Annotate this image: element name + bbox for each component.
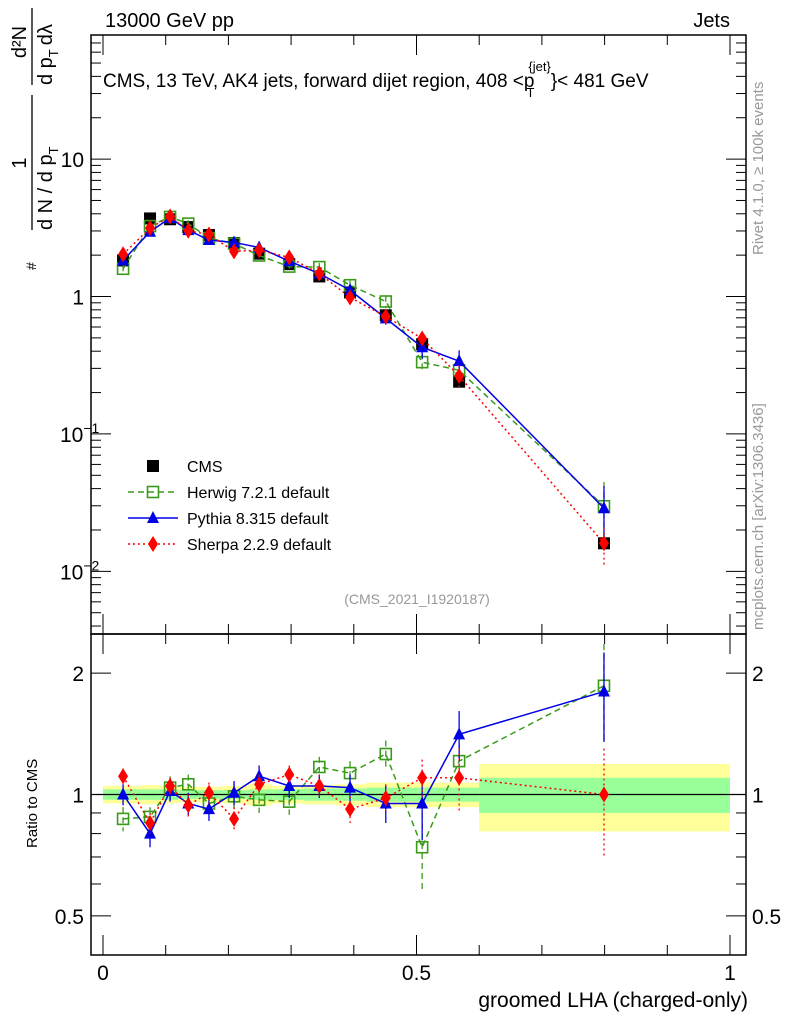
legend-label: Herwig 7.2.1 default	[187, 485, 330, 502]
ylabel-num2: d²N	[9, 26, 31, 58]
legend: CMS Herwig 7.2.1 default Pythia 8.315 defa…	[128, 459, 332, 554]
ratio-point	[379, 747, 393, 761]
ratio-point	[116, 812, 130, 826]
data-point	[598, 535, 609, 552]
plot-title: CMS, 13 TeV, AK4 jets, forward dijet reg…	[103, 59, 649, 100]
watermark: (CMS_2021_I1920187)	[344, 591, 490, 607]
title-tail: }< 481 GeV	[551, 71, 649, 92]
ratio-point	[165, 777, 176, 794]
ratio-point	[203, 784, 214, 801]
series-line	[122, 215, 605, 544]
ylabel-hash: #	[23, 262, 39, 270]
data-point	[145, 220, 156, 237]
ratio-point	[228, 785, 241, 798]
header-left: 13000 GeV pp	[105, 10, 234, 32]
legend-marker	[148, 536, 158, 552]
ratio-point	[415, 840, 429, 854]
data-point	[314, 265, 325, 282]
ratio-y-tick-label-right: 2	[752, 663, 764, 686]
ratio-point	[344, 780, 357, 793]
title-sub: T	[526, 85, 534, 100]
legend-item-pythia: Pythia 8.315 default	[128, 511, 329, 528]
ratio-frame	[90, 633, 747, 956]
ratio-point	[416, 796, 429, 809]
ratio-point	[345, 801, 356, 818]
data-point	[118, 246, 129, 263]
data-point	[379, 295, 393, 308]
data-point	[254, 242, 265, 259]
data-point	[380, 308, 391, 325]
y-tick-label: 1	[72, 287, 84, 310]
ratio-point	[144, 826, 157, 839]
data-point	[165, 208, 176, 225]
y-tick-label: 10−1	[60, 420, 100, 447]
ratio-point	[598, 786, 609, 803]
data-point	[454, 367, 465, 384]
y-tick-label: 10	[61, 149, 84, 172]
ratio-point	[380, 790, 391, 807]
cms-data-point	[144, 212, 157, 225]
series-sherpa-main	[118, 208, 609, 565]
ylabel-den2: d pTdλ	[35, 24, 61, 85]
ratio-y-tick-label: 1	[72, 785, 84, 808]
ratio-point	[314, 777, 325, 794]
ratio-point	[118, 768, 129, 785]
ratio-y-tick-label: 2	[72, 663, 84, 686]
x-tick-label: 1	[724, 962, 736, 985]
data-point	[229, 243, 240, 260]
ratio-point	[283, 778, 296, 791]
mcplots-label: mcplots.cern.ch [arXiv:1306.3436]	[750, 403, 767, 630]
ratio-point	[145, 814, 156, 831]
ratio-point	[453, 727, 466, 740]
x-tick-label: 0	[97, 962, 109, 985]
legend-marker	[147, 511, 159, 523]
ratio-point	[454, 769, 465, 786]
header-right: Jets	[693, 10, 730, 32]
legend-label: CMS	[187, 459, 223, 476]
data-point	[344, 283, 357, 296]
main-y-axis-label: 1 d N / d pT # d²N d pTdλ	[9, 8, 61, 270]
data-point	[284, 249, 295, 266]
ylabel-num1: 1	[9, 157, 31, 168]
ratio-point	[254, 776, 265, 793]
series-sherpa-ratio	[118, 748, 609, 857]
data-point	[183, 222, 194, 239]
ratio-y-tick-label: 0.5	[55, 906, 84, 929]
legend-item-sherpa: Sherpa 2.2.9 default	[128, 536, 332, 554]
ratio-point	[181, 777, 195, 791]
ratio-point	[202, 802, 215, 815]
ratio-y-tick-label-right: 0.5	[752, 906, 781, 929]
data-point	[228, 235, 241, 248]
legend-label: Sherpa 2.2.9 default	[187, 537, 332, 554]
data-point	[417, 330, 428, 347]
data-point	[345, 289, 356, 306]
legend-marker	[147, 460, 159, 472]
ratio-y-axis-label: Ratio to CMS	[24, 759, 41, 848]
ratio-line	[122, 773, 605, 825]
ylabel-den1: d N / d pT	[35, 146, 61, 230]
y-tick-label: 10−2	[60, 557, 100, 584]
legend-label: Pythia 8.315 default	[187, 511, 329, 528]
ratio-point	[417, 769, 428, 786]
data-point	[453, 354, 466, 367]
ratio-point	[284, 766, 295, 783]
data-point	[597, 501, 610, 514]
ratio-point	[117, 787, 130, 800]
ratio-point	[313, 760, 326, 774]
legend-marker	[146, 485, 160, 499]
ratio-point	[183, 797, 194, 814]
title-sup: {jet}	[528, 59, 551, 74]
rivet-label: Rivet 4.1.0, ≥ 100k events	[750, 82, 767, 255]
legend-item-cms: CMS	[147, 459, 223, 476]
ratio-point	[252, 793, 266, 807]
data-point	[203, 226, 214, 243]
x-tick-label: 0.5	[402, 962, 431, 985]
legend-item-herwig: Herwig 7.2.1 default	[128, 485, 330, 502]
title-main: CMS, 13 TeV, AK4 jets, forward dijet reg…	[103, 71, 534, 92]
ratio-y-tick-label-right: 1	[752, 785, 764, 808]
ratio-point	[597, 684, 610, 697]
x-axis-label: groomed LHA (charged-only)	[478, 989, 748, 1012]
ratio-point	[229, 810, 240, 827]
